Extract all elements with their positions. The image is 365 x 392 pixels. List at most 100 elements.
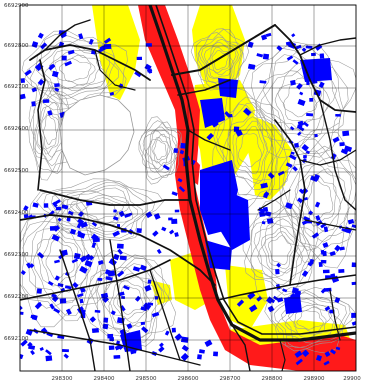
building (267, 172, 275, 179)
building (173, 148, 178, 153)
building (94, 309, 101, 313)
building (79, 265, 88, 274)
building (51, 70, 59, 78)
building (289, 126, 295, 131)
building (100, 292, 109, 299)
building (308, 210, 314, 216)
building (144, 63, 152, 71)
y-tick-label: 6692100 (4, 336, 29, 342)
building (301, 349, 310, 357)
building (318, 81, 325, 89)
building (308, 45, 313, 49)
building (309, 258, 315, 265)
building (54, 83, 60, 88)
building (20, 78, 25, 83)
building (64, 60, 72, 67)
building (51, 295, 59, 303)
contour-line (250, 207, 311, 293)
building (273, 295, 280, 302)
contour-line (264, 230, 296, 270)
contour-line (75, 197, 125, 223)
building (145, 211, 153, 219)
building (276, 45, 283, 52)
building (180, 336, 189, 343)
building (314, 201, 321, 208)
building (72, 282, 79, 289)
contour-line (24, 33, 127, 106)
building (47, 110, 53, 116)
contour-line (237, 133, 263, 168)
building (54, 275, 60, 281)
building (108, 258, 117, 267)
building (334, 296, 341, 304)
building (310, 52, 316, 57)
contour-line (274, 292, 347, 349)
building (297, 131, 302, 136)
building (247, 291, 256, 300)
contour-line (244, 203, 315, 296)
contour-line (70, 194, 130, 226)
contour-line (203, 41, 237, 79)
building (55, 206, 62, 211)
contour-line (41, 233, 78, 287)
building (248, 304, 258, 313)
contour-line (35, 41, 116, 100)
building (84, 259, 93, 268)
building (323, 360, 330, 366)
building (311, 232, 320, 239)
building (102, 323, 109, 330)
building (309, 97, 314, 102)
building (84, 253, 92, 261)
building (148, 68, 153, 74)
contour-line (142, 121, 178, 178)
building (303, 196, 308, 201)
contour-line (211, 49, 229, 71)
building (262, 53, 270, 60)
building (158, 346, 165, 353)
building (71, 258, 79, 264)
building (103, 37, 112, 44)
contour-line (116, 284, 144, 315)
building (116, 270, 125, 278)
contour-line (253, 218, 306, 282)
building (260, 182, 269, 189)
y-axis-labels: 6692900 6692800 6692700 6692600 6692500 … (4, 3, 29, 342)
building (97, 277, 103, 281)
contour-line (279, 131, 356, 269)
building (31, 41, 39, 48)
contour-line (59, 58, 92, 82)
building (48, 63, 56, 71)
building (142, 302, 152, 311)
building (294, 289, 302, 296)
building (178, 185, 186, 193)
building (108, 345, 115, 350)
building (145, 43, 152, 47)
contour-line (270, 289, 351, 352)
contour-line (147, 130, 172, 169)
building (45, 349, 52, 356)
building (294, 350, 303, 358)
building (329, 250, 336, 257)
building (292, 59, 299, 65)
contour-line (151, 136, 169, 164)
contour-line (307, 179, 334, 220)
building (299, 91, 304, 96)
x-tick-label: 29900 (343, 376, 361, 382)
building (198, 349, 205, 354)
building (37, 32, 44, 39)
building (63, 353, 69, 359)
building (140, 321, 146, 326)
building (80, 221, 88, 229)
building (54, 199, 61, 205)
y-tick-label: 6692200 (4, 294, 29, 300)
building (169, 229, 175, 235)
building (140, 306, 148, 312)
building (69, 228, 77, 235)
building (91, 327, 100, 334)
building (109, 337, 114, 342)
building (276, 262, 282, 268)
contour-line (40, 44, 111, 97)
building (67, 210, 74, 216)
building (162, 164, 170, 171)
